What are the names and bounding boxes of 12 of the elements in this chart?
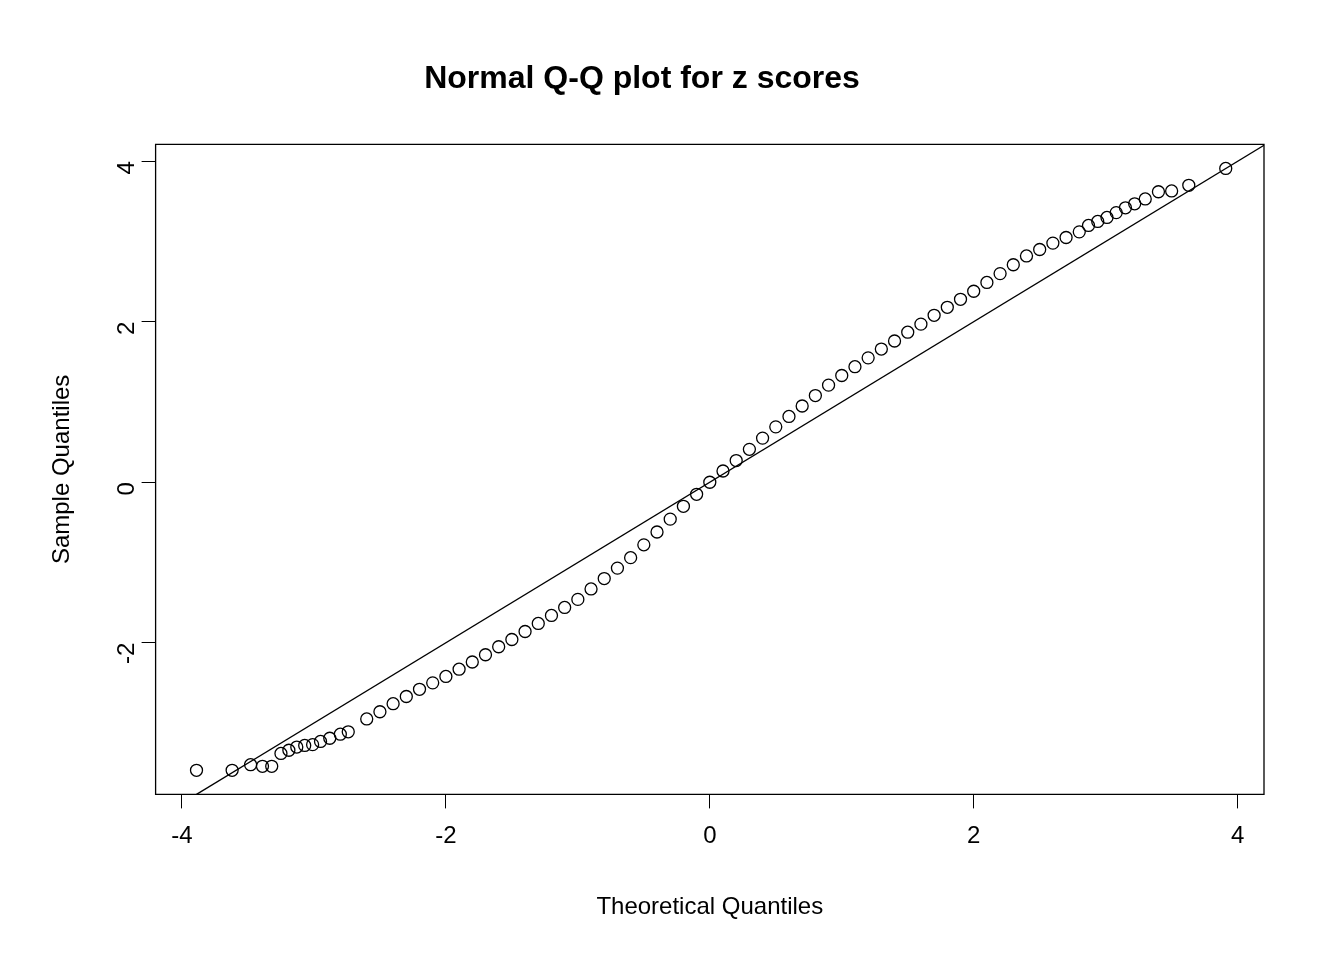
y-tick-label: -2: [112, 642, 140, 665]
chart-title: Normal Q-Q plot for z scores: [424, 59, 860, 96]
x-tick-label: -2: [435, 821, 457, 849]
x-tick-label: 2: [967, 821, 981, 849]
x-tick-label: 0: [703, 821, 717, 849]
y-tick-label: 4: [112, 161, 140, 175]
y-axis-title: Sample Quantiles: [47, 374, 75, 565]
y-tick-label: 2: [112, 321, 140, 336]
x-tick-label: 4: [1230, 821, 1245, 849]
x-tick-label: -4: [171, 821, 193, 849]
y-tick-label: 0: [112, 482, 140, 496]
x-axis-title: Theoretical Quantiles: [596, 892, 824, 920]
